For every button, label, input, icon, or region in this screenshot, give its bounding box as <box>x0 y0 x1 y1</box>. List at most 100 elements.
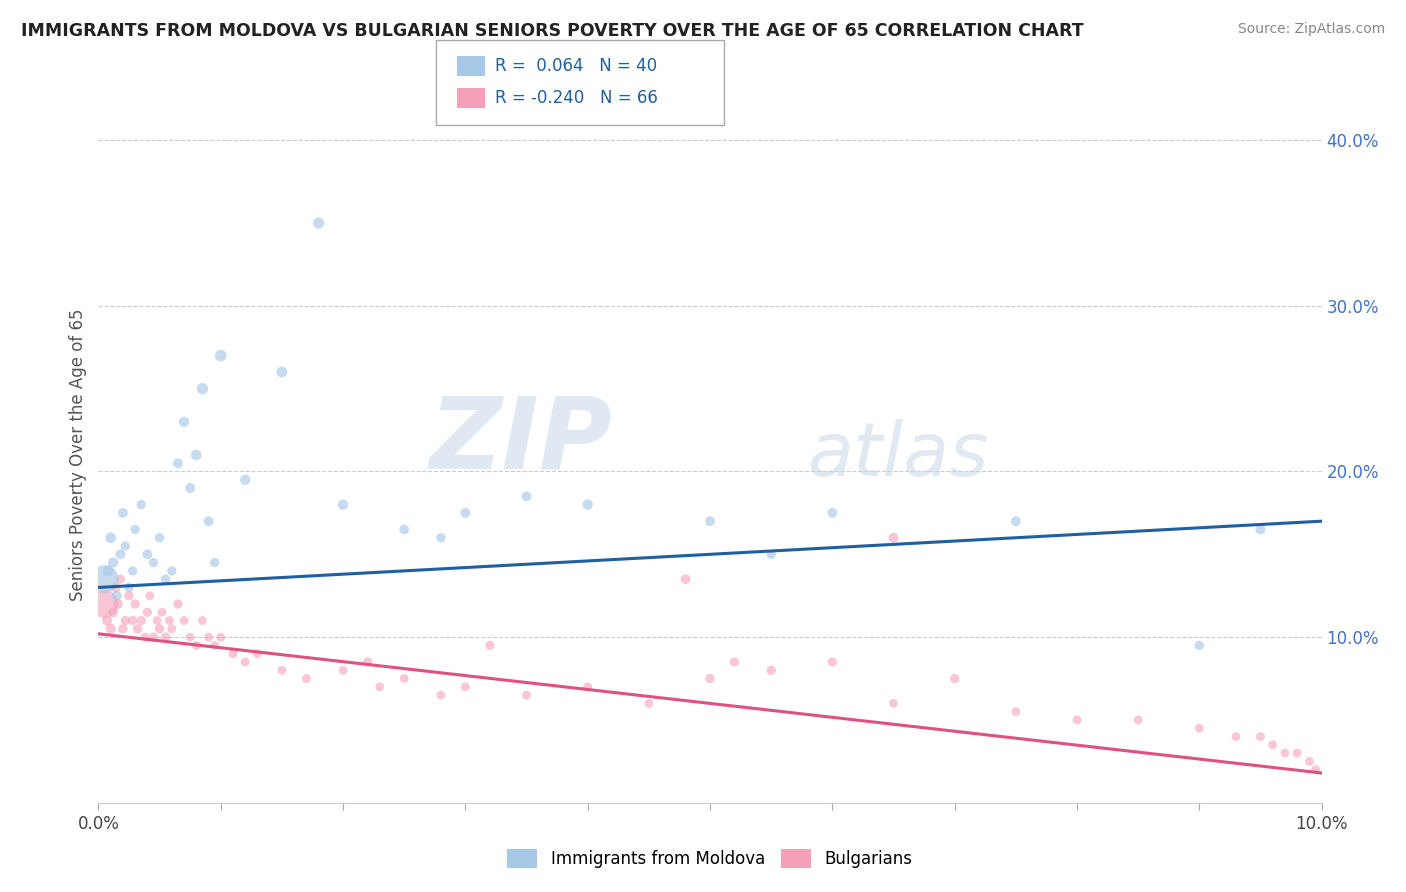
Text: R = -0.240   N = 66: R = -0.240 N = 66 <box>495 89 658 107</box>
Point <box>1250 523 1272 537</box>
Point <box>204 639 226 653</box>
Point <box>167 597 190 611</box>
Point <box>295 672 318 686</box>
Point <box>179 481 201 495</box>
Point <box>155 572 177 586</box>
Point <box>93 572 115 586</box>
Point <box>129 614 152 628</box>
Point <box>1128 713 1150 727</box>
Point <box>1274 746 1296 760</box>
Point <box>160 564 183 578</box>
Point <box>157 614 180 628</box>
Point <box>114 614 136 628</box>
Point <box>516 489 538 503</box>
Point <box>392 672 416 686</box>
Point <box>1004 705 1026 719</box>
Point <box>173 614 195 628</box>
Point <box>114 539 136 553</box>
Point <box>197 630 219 644</box>
Point <box>1250 730 1272 744</box>
Point <box>136 547 159 561</box>
Point <box>1305 763 1327 777</box>
Point <box>1066 713 1088 727</box>
Point <box>197 514 219 528</box>
Point <box>233 655 256 669</box>
Point <box>1298 755 1320 769</box>
Point <box>516 688 538 702</box>
Point <box>173 415 195 429</box>
Point <box>332 498 354 512</box>
Point <box>454 680 477 694</box>
Text: R =  0.064   N = 40: R = 0.064 N = 40 <box>495 57 657 75</box>
Point <box>101 605 124 619</box>
Point <box>127 622 149 636</box>
Point <box>118 581 141 595</box>
Point <box>576 680 599 694</box>
Point <box>430 531 453 545</box>
Point <box>761 663 783 677</box>
Point <box>638 697 661 711</box>
Point <box>233 473 256 487</box>
Point <box>204 556 226 570</box>
Point <box>146 614 169 628</box>
Point <box>105 589 128 603</box>
Point <box>1188 639 1211 653</box>
Point <box>883 531 905 545</box>
Point <box>332 663 354 677</box>
Point <box>97 564 120 578</box>
Point <box>96 614 118 628</box>
Point <box>100 531 122 545</box>
Point <box>121 564 143 578</box>
Point <box>1004 514 1026 528</box>
Text: atlas: atlas <box>808 419 990 491</box>
Point <box>943 672 966 686</box>
Point <box>191 382 214 396</box>
Point <box>270 663 294 677</box>
Point <box>576 498 599 512</box>
Point <box>1286 746 1309 760</box>
Text: Source: ZipAtlas.com: Source: ZipAtlas.com <box>1237 22 1385 37</box>
Point <box>186 639 208 653</box>
Point <box>149 531 172 545</box>
Point <box>454 506 477 520</box>
Point <box>167 456 190 470</box>
Point <box>478 639 501 653</box>
Point <box>222 647 245 661</box>
Point <box>160 622 183 636</box>
Point <box>1225 730 1247 744</box>
Point <box>308 216 330 230</box>
Point <box>111 622 134 636</box>
Point <box>186 448 208 462</box>
Point <box>675 572 697 586</box>
Point <box>356 655 378 669</box>
Point <box>368 680 391 694</box>
Point <box>723 655 745 669</box>
Point <box>1261 738 1284 752</box>
Point <box>104 581 127 595</box>
Point <box>270 365 294 379</box>
Point <box>179 630 201 644</box>
Point <box>246 647 269 661</box>
Point <box>100 622 122 636</box>
Point <box>155 630 177 644</box>
Point <box>101 556 124 570</box>
Point <box>134 630 156 644</box>
Text: IMMIGRANTS FROM MOLDOVA VS BULGARIAN SENIORS POVERTY OVER THE AGE OF 65 CORRELAT: IMMIGRANTS FROM MOLDOVA VS BULGARIAN SEN… <box>21 22 1084 40</box>
Point <box>93 597 115 611</box>
Point <box>392 523 416 537</box>
Point <box>142 630 165 644</box>
Point <box>430 688 453 702</box>
Point <box>699 514 721 528</box>
Point <box>883 697 905 711</box>
Point <box>121 614 143 628</box>
Point <box>107 597 129 611</box>
Point <box>191 614 214 628</box>
Point <box>209 349 232 363</box>
Point <box>142 556 165 570</box>
Point <box>136 605 159 619</box>
Point <box>209 630 232 644</box>
Point <box>150 605 173 619</box>
Point <box>821 655 844 669</box>
Point <box>118 589 141 603</box>
Point <box>821 506 844 520</box>
